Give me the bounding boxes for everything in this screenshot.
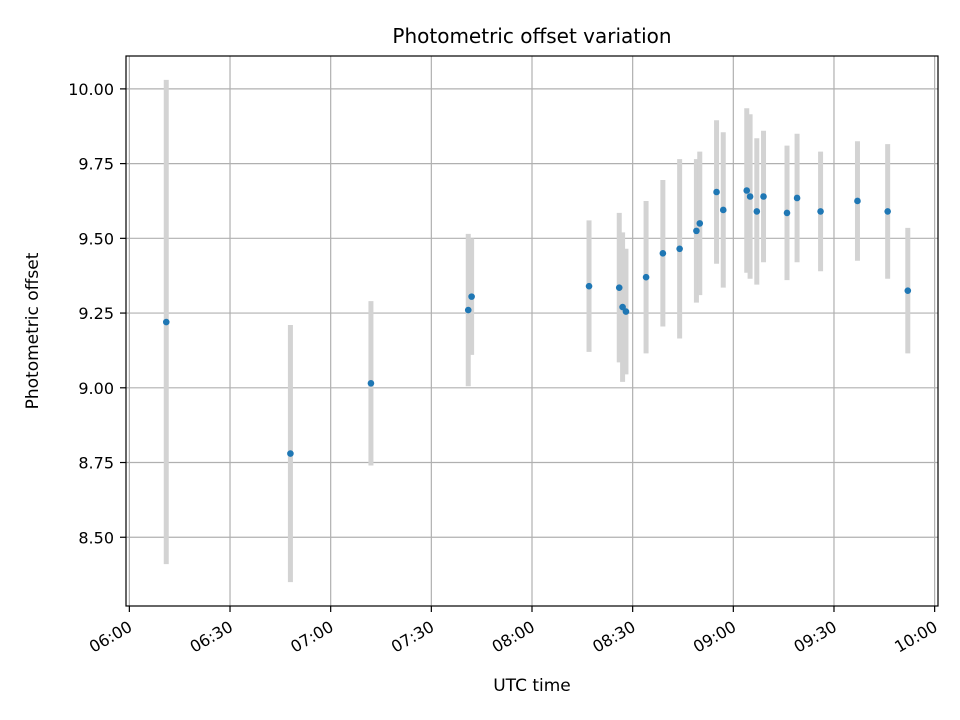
data-point: [713, 188, 720, 196]
data-point: [619, 303, 626, 311]
y-tick-label: 9.25: [78, 304, 114, 323]
data-point: [760, 193, 767, 200]
x-axis-title: UTC time: [493, 676, 571, 696]
data-point: [615, 284, 623, 291]
y-axis-title: Photometric offset: [23, 252, 43, 409]
chart-title: Photometric offset variation: [392, 24, 671, 48]
y-tick-label: 9.50: [78, 229, 114, 248]
data-point: [693, 227, 700, 235]
data-points: [162, 187, 912, 457]
y-tick-label: 10.00: [68, 80, 114, 99]
data-point: [854, 197, 861, 205]
data-point: [287, 450, 294, 457]
data-point: [743, 187, 751, 194]
data-point: [719, 206, 727, 214]
data-point: [884, 208, 891, 215]
data-point: [622, 308, 630, 315]
data-point: [468, 293, 475, 300]
data-point: [162, 318, 170, 326]
data-point: [793, 194, 801, 202]
data-point: [585, 282, 593, 290]
data-point: [659, 249, 667, 257]
y-tick-label: 8.75: [78, 454, 114, 473]
data-point: [753, 208, 761, 215]
data-point: [783, 209, 791, 217]
data-point: [642, 273, 650, 281]
y-tick-label: 8.50: [78, 528, 114, 547]
data-point: [904, 287, 912, 294]
y-tick-label: 9.00: [78, 379, 114, 398]
y-tick-label: 9.75: [78, 155, 114, 174]
grid: [126, 56, 938, 606]
data-point: [367, 380, 375, 387]
data-point: [464, 306, 472, 314]
data-point: [696, 220, 704, 227]
data-point: [676, 245, 683, 253]
y-axis: 8.50 8.75 9.00 9.25 9.50 9.75 10.00: [68, 80, 126, 547]
data-point: [746, 193, 754, 200]
data-point: [817, 208, 824, 215]
